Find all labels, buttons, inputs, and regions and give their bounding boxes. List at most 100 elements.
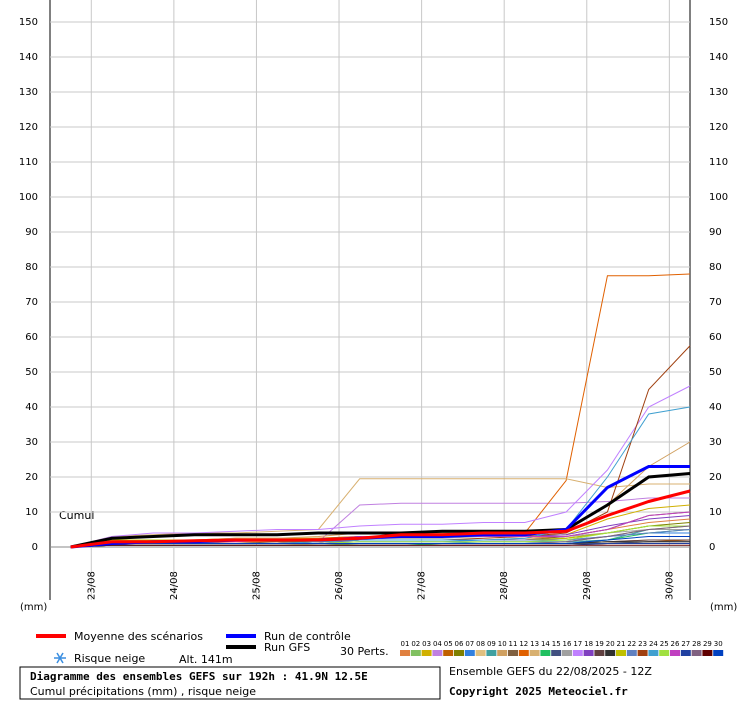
y-tick-label: 60: [25, 332, 38, 343]
perts-label: 30 Perts.: [340, 645, 389, 658]
pert-legend-swatch: [583, 650, 594, 656]
x-tick-label: 23/08: [86, 571, 97, 600]
pert-legend-swatch: [508, 650, 518, 656]
legend-label: Run GFS: [264, 641, 310, 654]
pert-legend-label: 03: [422, 640, 431, 648]
pert-legend-label: 20: [606, 640, 615, 648]
y-unit-right: (mm): [710, 602, 737, 613]
pert-legend-label: 05: [444, 640, 453, 648]
perturbation-line: [70, 345, 691, 548]
pert-legend-label: 23: [638, 640, 647, 648]
y-tick-label: 130: [19, 87, 38, 98]
pert-legend-label: 26: [671, 640, 680, 648]
pert-legend-label: 15: [552, 640, 561, 648]
pert-legend-label: 24: [649, 640, 658, 648]
y-tick-label: 110: [19, 157, 38, 168]
snow-label: Risque neige: [74, 652, 145, 665]
pert-legend-swatch: [518, 650, 529, 656]
pert-legend-label: 22: [627, 640, 636, 648]
cumul-label: Cumul: [59, 509, 94, 522]
run-label: Ensemble GEFS du 22/08/2025 - 12Z: [449, 665, 652, 678]
pert-legend-swatch: [605, 650, 616, 656]
altitude: Alt. 141m: [179, 653, 233, 666]
y-tick-label: 50: [25, 367, 38, 378]
y-tick-label-right: 60: [709, 332, 722, 343]
pert-legend-swatch: [551, 650, 562, 656]
y-tick-label-right: 90: [709, 227, 722, 238]
copyright: Copyright 2025 Meteociel.fr: [449, 685, 628, 698]
pert-legend-label: 30: [714, 640, 723, 648]
y-tick-label-right: 140: [709, 52, 728, 63]
pert-legend-label: 12: [519, 640, 528, 648]
pert-legend-swatch: [572, 650, 583, 656]
y-tick-label-right: 10: [709, 507, 722, 518]
pert-legend-swatch: [432, 650, 443, 656]
pert-legend-swatch: [486, 650, 497, 656]
pert-legend-label: 04: [433, 640, 442, 648]
snow-icon: [54, 652, 66, 664]
pert-legend-swatch: [626, 650, 637, 656]
pert-legend-swatch: [443, 650, 454, 656]
pert-legend-label: 19: [595, 640, 604, 648]
pert-legend-swatch: [454, 650, 464, 656]
x-tick-label: 24/08: [169, 571, 180, 600]
y-tick-label-right: 150: [709, 17, 728, 28]
perturbation-line: [70, 273, 691, 548]
main-line: [70, 489, 691, 549]
pert-legend-swatch: [475, 650, 486, 656]
pert-legend-label: 17: [573, 640, 582, 648]
pert-legend-label: 02: [411, 640, 420, 648]
pert-legend-label: 29: [703, 640, 712, 648]
y-tick-label: 90: [25, 227, 38, 238]
pert-legend-swatch: [421, 650, 432, 656]
pert-legend-swatch: [691, 650, 702, 656]
y-tick-label-right: 30: [709, 437, 722, 448]
y-tick-label: 150: [19, 17, 38, 28]
pert-legend-swatch: [562, 650, 572, 656]
perturbation-line: [70, 385, 691, 548]
x-tick-label: 29/08: [582, 571, 593, 600]
y-tick-label: 100: [19, 192, 38, 203]
x-tick-label: 25/08: [251, 571, 262, 600]
pert-legend-label: 10: [498, 640, 507, 648]
pert-legend-swatch: [713, 650, 724, 656]
pert-legend-label: 06: [455, 640, 464, 648]
y-tick-label: 40: [25, 402, 38, 413]
y-tick-label-right: 130: [709, 87, 728, 98]
x-tick-label: 27/08: [417, 571, 428, 600]
info-title: Diagramme des ensembles GEFS sur 192h : …: [30, 670, 368, 683]
pert-legend-label: 13: [530, 640, 539, 648]
pert-legend-swatch: [616, 650, 626, 656]
pert-legend-swatch: [637, 650, 648, 656]
pert-legend-swatch: [648, 650, 659, 656]
pert-legend-label: 27: [681, 640, 690, 648]
y-tick-label: 140: [19, 52, 38, 63]
x-tick-label: 26/08: [334, 571, 345, 600]
y-tick-label-right: 100: [709, 192, 728, 203]
pert-legend-swatch: [594, 650, 605, 656]
main-line: [70, 472, 691, 549]
x-tick-label: 30/08: [664, 571, 675, 600]
info-box: [19, 666, 441, 700]
pert-legend-swatch: [540, 650, 551, 656]
pert-legend-label: 18: [584, 640, 593, 648]
pert-legend-label: 16: [563, 640, 572, 648]
pert-legend-swatch: [400, 650, 410, 656]
perturbation-line: [70, 536, 690, 548]
pert-legend-label: 25: [660, 640, 669, 648]
pert-legend-label: 08: [476, 640, 485, 648]
pert-legend-swatch: [659, 650, 670, 656]
pert-legend-swatch: [464, 650, 475, 656]
y-tick-label: 10: [25, 507, 38, 518]
y-tick-label-right: 120: [709, 122, 728, 133]
y-tick-label: 70: [25, 297, 38, 308]
legend-label: Moyenne des scénarios: [74, 630, 203, 643]
y-tick-label: 120: [19, 122, 38, 133]
y-tick-label-right: 110: [709, 157, 728, 168]
y-tick-label: 0: [32, 542, 38, 553]
perturbation-line: [70, 478, 690, 548]
y-tick-label: 80: [25, 262, 38, 273]
y-tick-label-right: 70: [709, 297, 722, 308]
pert-legend-label: 14: [541, 640, 550, 648]
